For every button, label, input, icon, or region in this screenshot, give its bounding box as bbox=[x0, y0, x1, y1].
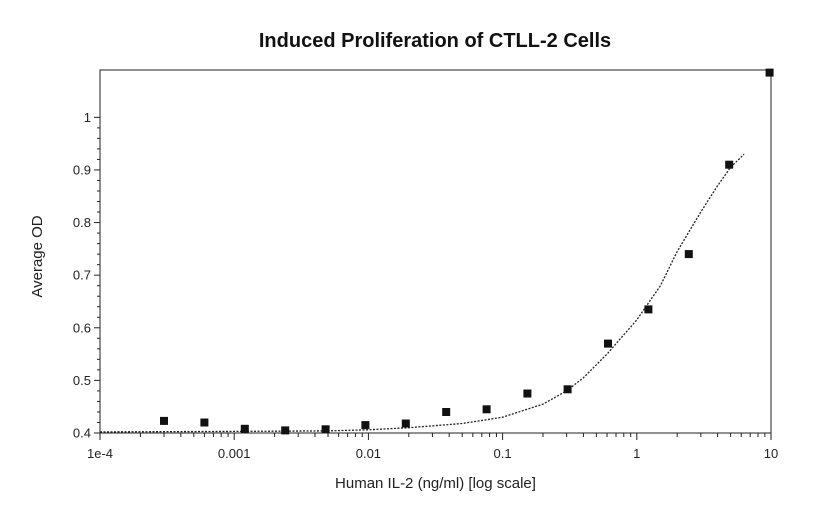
x-tick-label: 1 bbox=[633, 446, 640, 461]
y-tick-label: 0.9 bbox=[73, 162, 91, 177]
data-point bbox=[725, 160, 734, 169]
data-point bbox=[442, 408, 451, 416]
x-tick-label: 10 bbox=[764, 446, 778, 461]
y-axis-label: Average OD bbox=[29, 215, 46, 297]
fit-curve bbox=[99, 153, 745, 433]
data-point bbox=[240, 424, 249, 433]
x-axis-ticks: 1e-4 0.001 0.01 0.1 1 10 bbox=[87, 433, 778, 461]
y-tick-label: 0.5 bbox=[73, 373, 91, 388]
data-point bbox=[644, 305, 653, 314]
fit-curve-layer bbox=[99, 153, 745, 433]
y-tick-label: 0.6 bbox=[73, 320, 91, 335]
data-point bbox=[361, 421, 370, 430]
data-point bbox=[482, 405, 491, 414]
plot-frame bbox=[99, 69, 772, 434]
data-point bbox=[321, 425, 330, 434]
data-point bbox=[160, 416, 168, 425]
axes-layer bbox=[99, 69, 772, 434]
chart-title: Induced Proliferation of CTLL-2 Cells bbox=[258, 30, 612, 52]
y-tick-label: 0.8 bbox=[73, 215, 91, 230]
x-tick-label: 0.01 bbox=[356, 446, 381, 461]
y-tick-label: 1 bbox=[84, 110, 91, 125]
data-point bbox=[765, 68, 774, 77]
data-point bbox=[200, 418, 209, 427]
data-points-layer bbox=[160, 68, 774, 435]
data-point bbox=[281, 426, 290, 435]
x-tick-label: 0.001 bbox=[218, 446, 251, 461]
x-tick-label: 1e-4 bbox=[87, 446, 113, 461]
data-point bbox=[604, 339, 612, 348]
x-axis-label: Human IL-2 (ng/ml) [log scale] bbox=[335, 475, 536, 492]
data-point bbox=[523, 389, 532, 398]
data-point bbox=[684, 250, 693, 259]
data-point bbox=[563, 385, 572, 394]
y-axis-ticks: 0.4 0.5 0.6 0.7 0.8 0.9 1 bbox=[73, 110, 100, 441]
data-point bbox=[401, 419, 410, 428]
y-tick-label: 0.4 bbox=[73, 426, 91, 441]
y-tick-label: 0.7 bbox=[73, 268, 91, 283]
x-tick-label: 0.1 bbox=[494, 446, 512, 461]
